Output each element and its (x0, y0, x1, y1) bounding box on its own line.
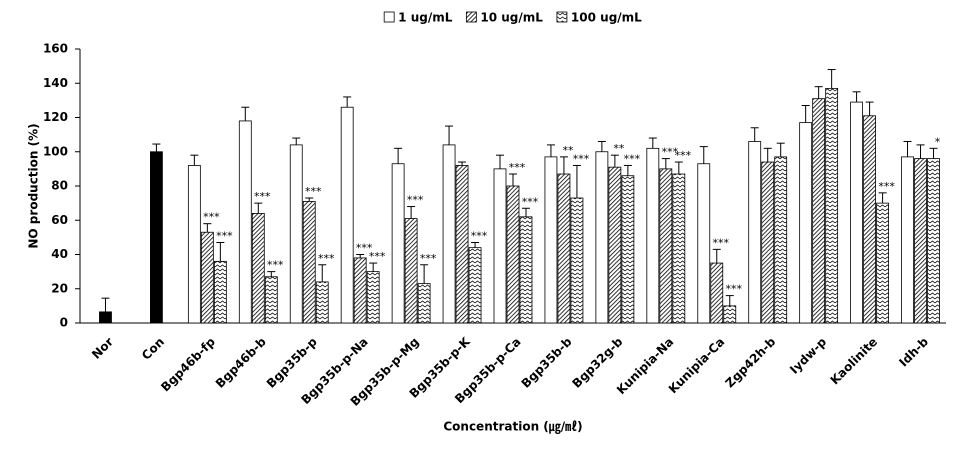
significance-label: *** (369, 250, 386, 263)
x-tick-label: Idh-b (896, 334, 931, 369)
x-tick-label: Bgp46b-b (213, 334, 269, 390)
significance-label: ** (562, 144, 574, 157)
y-tick-label: 40 (51, 247, 68, 261)
significance-label: *** (878, 180, 895, 193)
bar (455, 165, 469, 324)
bar (315, 281, 329, 324)
bar (710, 262, 724, 324)
legend-label: 10 ug/mL (480, 11, 543, 25)
bar (353, 257, 367, 324)
bar (914, 158, 927, 324)
bar (672, 173, 686, 324)
significance-label: *** (662, 146, 679, 159)
x-axis-title: Concentration (㎍/㎖) (443, 419, 582, 435)
bar (150, 151, 163, 324)
bar (748, 141, 762, 324)
significance-label: *** (254, 190, 271, 203)
x-tick-label: Bgp35b-b (519, 334, 575, 390)
y-axis-title: NO production (%) (27, 123, 41, 248)
bar (264, 276, 278, 324)
y-tick-label: 140 (43, 76, 68, 90)
bar (863, 115, 876, 324)
bar (621, 175, 635, 324)
y-tick-label: 120 (43, 110, 68, 124)
bar (812, 98, 826, 324)
bar (506, 185, 520, 324)
y-tick-label: 100 (43, 144, 68, 158)
bar (519, 216, 533, 324)
bar (901, 156, 914, 324)
y-tick-label: 0 (60, 316, 68, 330)
x-tick-label: Bgp32g-b (569, 334, 625, 390)
significance-label: *** (203, 211, 220, 224)
significance-label: *** (267, 259, 284, 272)
x-tick-label: Nor (89, 335, 116, 362)
bar (697, 163, 711, 324)
significance-label: *** (624, 152, 641, 165)
y-tick-label: 20 (51, 281, 68, 295)
bar (251, 212, 265, 324)
x-tick-label: Iydw-p (787, 334, 829, 376)
legend-label: 100 ug/mL (571, 11, 642, 25)
bar (238, 120, 252, 324)
significance-label: *** (407, 194, 424, 207)
x-tick-label: Zgp42h-b (723, 334, 779, 390)
bar (99, 311, 112, 324)
bar (544, 156, 558, 324)
significance-label: *** (216, 230, 233, 243)
bar (774, 156, 788, 324)
significance-label: * (935, 135, 941, 148)
bar (557, 173, 571, 324)
significance-label: *** (305, 185, 322, 198)
significance-label: *** (509, 161, 526, 174)
y-tick-label: 80 (51, 179, 68, 193)
bar (850, 101, 863, 324)
legend-label: 1 ug/mL (398, 11, 453, 25)
bar (595, 151, 609, 324)
y-tick-label: 60 (51, 213, 68, 227)
significance-label: *** (726, 283, 743, 296)
bar (468, 247, 482, 324)
bar (723, 305, 737, 324)
significance-label: *** (420, 252, 437, 265)
bar (570, 197, 584, 324)
bar (187, 165, 201, 324)
bar (442, 144, 456, 324)
legend-swatch (465, 11, 477, 23)
bar (761, 161, 775, 324)
bar (876, 202, 889, 324)
significance-label: *** (675, 149, 692, 162)
bar (213, 260, 227, 324)
bar (289, 144, 303, 324)
bar (927, 158, 940, 324)
x-tick-label: Kaolinite (828, 335, 881, 388)
significance-label: ** (613, 142, 625, 155)
bar (366, 271, 380, 324)
bar (302, 201, 316, 324)
bar (646, 147, 660, 324)
bar (391, 163, 405, 324)
significance-label: *** (573, 152, 590, 165)
bar (404, 218, 418, 324)
bar (417, 283, 431, 324)
significance-label: *** (471, 230, 488, 243)
x-tick-label: Bgp35b-p (264, 334, 320, 390)
significance-label: *** (318, 252, 335, 265)
legend-swatch (383, 11, 395, 23)
significance-label: *** (356, 242, 373, 255)
bar (608, 166, 622, 324)
bar (799, 122, 813, 324)
legend-swatch (556, 11, 568, 23)
significance-label: *** (713, 236, 730, 249)
bar (340, 106, 354, 324)
bar (659, 168, 673, 324)
significance-label: *** (522, 195, 539, 208)
x-tick-label: Bgp46b-fp (158, 334, 218, 394)
bar (493, 168, 507, 324)
bar (200, 231, 214, 324)
x-tick-label: Con (139, 335, 167, 363)
y-tick-label: 160 (43, 42, 68, 56)
bar (825, 87, 839, 324)
